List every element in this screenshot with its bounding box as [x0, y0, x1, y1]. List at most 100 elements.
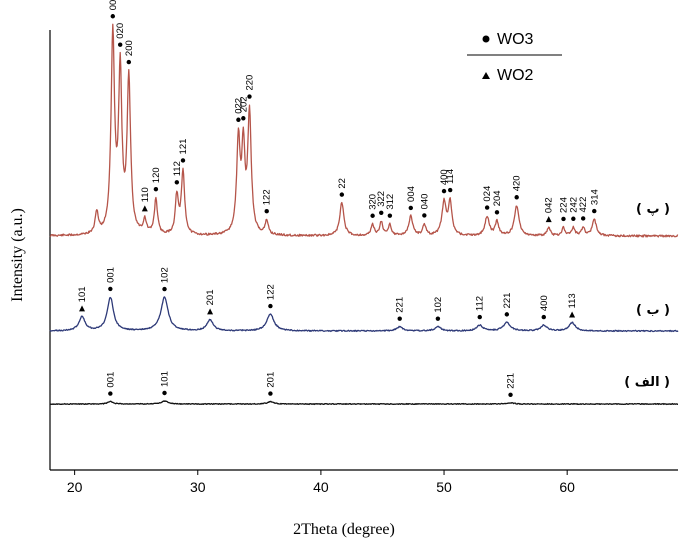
peak-marker-triangle	[569, 311, 576, 318]
sample-label-top: ( پ )	[636, 202, 670, 217]
peak-marker-circle	[435, 316, 441, 321]
peak-marker-triangle	[79, 305, 86, 312]
peak-marker-circle	[379, 210, 384, 215]
peak-label: 201	[205, 289, 216, 305]
x-axis-title: 2Theta (degree)	[293, 521, 395, 538]
peak-marker-circle	[110, 14, 116, 19]
peak-label: 001	[105, 372, 116, 388]
peak-marker-triangle	[141, 205, 148, 212]
peak-label: 042	[544, 197, 555, 213]
peak-label: 221	[395, 297, 406, 313]
peak-marker-circle	[592, 208, 597, 214]
peak-label: 004	[406, 186, 417, 202]
sample-label-middle: ( ب )	[636, 303, 670, 318]
peak-label: 020	[115, 23, 126, 39]
peak-label: 121	[178, 139, 189, 155]
peak-marker-circle	[126, 59, 132, 65]
series-line-1	[49, 23, 679, 238]
trace-group	[49, 23, 679, 406]
peak-label: 040	[419, 194, 430, 210]
x-tick-group: 20 30 40 50 60	[67, 470, 575, 495]
peak-label: 112	[172, 161, 183, 176]
peak-label: 114	[445, 169, 456, 184]
peak-label: 101	[77, 286, 88, 302]
peak-marker-circle	[571, 216, 576, 221]
peak-label: 314	[589, 189, 600, 205]
peak-label: 120	[151, 167, 162, 183]
peak-marker-circle	[268, 391, 273, 396]
peak-label: 221	[506, 373, 517, 389]
peak-marker-circle	[339, 192, 345, 197]
peak-marker-circle	[241, 116, 246, 121]
peak-label: 113	[567, 293, 578, 308]
peak-marker-circle	[397, 316, 402, 321]
peak-marker-circle	[508, 392, 513, 397]
x-tick-label: 50	[436, 479, 452, 495]
peak-marker-circle	[174, 180, 180, 185]
peak-marker-circle	[108, 286, 113, 292]
peak-label: 102	[433, 297, 444, 313]
peak-marker-circle	[514, 195, 519, 200]
peak-label: 312	[385, 194, 396, 210]
x-tick-label: 20	[67, 479, 83, 495]
peak-label: 122	[265, 284, 276, 300]
peak-label: 102	[160, 267, 171, 283]
peak-label: 22	[337, 178, 348, 189]
peak-marker-circle	[447, 187, 453, 193]
peak-marker-circle	[477, 314, 482, 320]
peak-marker-circle	[162, 286, 167, 292]
peak-label: 200	[124, 40, 135, 56]
peak-marker-circle	[561, 216, 566, 222]
peak-label: 400	[539, 295, 550, 311]
peak-marker-circle	[247, 94, 252, 99]
peak-marker-circle	[108, 391, 113, 396]
legend: WO3 WO2	[467, 31, 562, 84]
peak-marker-circle	[236, 117, 241, 122]
legend-entry-wo3: WO3	[497, 31, 534, 48]
y-axis-title: Intensity (a.u.)	[9, 208, 26, 302]
peak-marker-circle	[153, 186, 159, 192]
peak-marker-circle	[268, 303, 273, 309]
peak-label: 242	[568, 197, 579, 213]
peak-marker-circle	[580, 216, 586, 221]
peak-label: 422	[578, 197, 589, 213]
x-tick-label: 40	[313, 479, 329, 495]
peak-label: 022	[233, 98, 244, 114]
peak-label: 001	[105, 267, 116, 283]
peak-label: 224	[558, 197, 569, 213]
peak-label: 110	[140, 187, 151, 202]
series-line-2	[49, 296, 679, 333]
peak-marker-circle	[180, 158, 186, 163]
peak-marker-circle	[541, 314, 546, 320]
legend-marker-triangle	[482, 72, 490, 79]
peak-marker-circle	[370, 213, 375, 218]
peak-label: 204	[492, 190, 503, 206]
peak-label: 420	[512, 175, 523, 191]
peak-label: 322	[376, 191, 387, 207]
peak-label: 320	[368, 194, 379, 210]
peak-marker-circle	[504, 312, 510, 317]
peak-label: 112	[475, 296, 486, 311]
x-tick-label: 60	[559, 479, 575, 495]
peak-label: 220	[244, 75, 255, 91]
sample-label-bottom: ( الف )	[624, 375, 670, 390]
peak-marker-circle	[441, 188, 447, 194]
legend-marker-circle	[482, 35, 490, 43]
peak-label: 202	[238, 96, 249, 112]
peak-marker-triangle	[207, 308, 214, 315]
peak-label: 201	[265, 372, 276, 388]
peak-label: 024	[482, 186, 493, 202]
peak-label: 002	[108, 0, 119, 10]
series-line-3	[49, 400, 679, 406]
peak-label: 101	[160, 371, 171, 387]
peak-label: 221	[502, 293, 513, 309]
peak-marker-circle	[494, 210, 500, 215]
peak-marker-circle	[264, 209, 269, 214]
x-tick-label: 30	[190, 479, 206, 495]
peak-label: 122	[262, 189, 273, 205]
peak-marker-circle	[422, 213, 427, 218]
peak-label: 400	[439, 169, 450, 185]
peak-marker-circle	[408, 205, 413, 211]
